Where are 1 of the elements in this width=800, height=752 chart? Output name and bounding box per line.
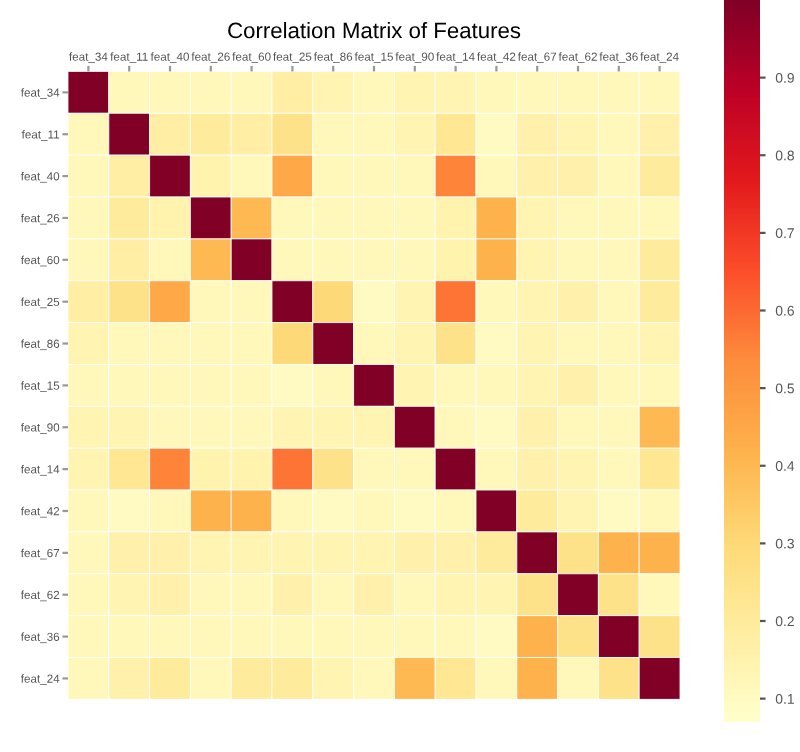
chart-title: Correlation Matrix of Features bbox=[228, 22, 521, 39]
